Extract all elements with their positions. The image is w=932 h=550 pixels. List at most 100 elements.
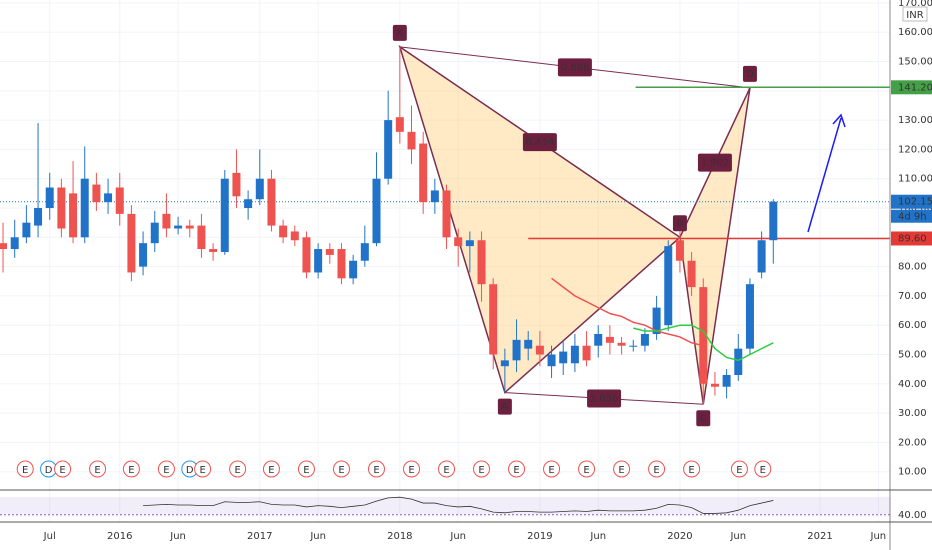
candle-body (605, 336, 614, 343)
candle-body (372, 178, 381, 244)
x-tick-label: Jun (449, 531, 466, 542)
candle-body (314, 249, 323, 273)
candle-body (524, 339, 533, 349)
currency: INR (906, 10, 923, 21)
candle-body (652, 307, 661, 334)
candle-body (360, 243, 369, 261)
candle-body (69, 193, 78, 238)
event-label: E (688, 465, 694, 476)
event-label: E (760, 465, 766, 476)
ratio-box (587, 389, 622, 408)
candle-body (465, 240, 474, 247)
event-marker (730, 460, 748, 478)
y-tick-label: 170.00 (898, 0, 932, 9)
event-label: E (234, 465, 240, 476)
event-label: E (653, 465, 659, 476)
x-tick-label: Jun (589, 531, 606, 542)
candle-body (722, 375, 731, 387)
pattern-point-box (392, 24, 407, 41)
ratio-label: 1.056 (590, 393, 619, 404)
candle-body (559, 351, 568, 364)
pattern-point-label: D (746, 69, 754, 80)
event-marker (648, 460, 666, 478)
plot (0, 45, 890, 405)
pattern-point-label: C (700, 413, 707, 424)
candle-body (80, 178, 89, 238)
candle-body (290, 231, 299, 241)
candle-body (430, 190, 439, 203)
countdown: 4d 9h (898, 212, 927, 223)
candle-body (512, 339, 521, 361)
candle-body (582, 345, 591, 361)
candle-body (115, 187, 124, 214)
candle-body (57, 187, 66, 229)
event-label: E (548, 465, 554, 476)
pattern-point-box (696, 410, 711, 427)
event-marker (578, 460, 596, 478)
candle-body (454, 237, 463, 247)
event-label: E (338, 465, 344, 476)
event-marker (157, 460, 175, 478)
moving-average (633, 324, 774, 362)
ratio-label: 0.454 (526, 137, 555, 148)
y-tick-label: 10.00 (898, 467, 927, 478)
event-label: E (268, 465, 274, 476)
pattern-point-label: A (501, 402, 508, 413)
x-tick-label: 2019 (527, 531, 552, 542)
event-label: E (59, 465, 65, 476)
ratio-box (522, 133, 557, 152)
event-marker (403, 460, 421, 478)
x-tick-label: Jun (729, 531, 746, 542)
event-marker (262, 460, 280, 478)
event-marker (332, 460, 350, 478)
pattern-point-box (672, 215, 687, 232)
event-label: E (94, 465, 100, 476)
y-tick-label: 20.00 (898, 437, 927, 448)
last-price-label: 102.15 (898, 197, 932, 208)
x-tick-label: 2017 (247, 531, 272, 542)
x-tick-label: Jun (169, 531, 186, 542)
y-tick-label: 80.00 (898, 262, 927, 273)
candle-body (162, 213, 171, 229)
event-label: E (128, 465, 134, 476)
level-label-box (891, 231, 932, 246)
event-marker (754, 460, 772, 478)
x-tick-label: Jun (309, 531, 326, 542)
last-price-box (891, 194, 932, 209)
candle-body (302, 237, 311, 273)
candle-body (34, 208, 43, 226)
y-tick-label: 70.00 (898, 291, 927, 302)
candle-body (185, 225, 194, 229)
y-tick-label: 30.00 (898, 408, 927, 419)
x-tick-label: 2020 (667, 531, 692, 542)
x-tick-label: Jul (43, 531, 56, 542)
candle-body (127, 213, 136, 273)
candle-body (710, 383, 719, 387)
ratio-box (557, 58, 592, 77)
ratio-label: 0.886 (561, 62, 590, 73)
event-marker (194, 460, 212, 478)
candle-body (255, 178, 264, 200)
event-label: E (736, 465, 742, 476)
candle-body (349, 260, 358, 279)
candle-body (279, 225, 288, 238)
candle-body (769, 201, 778, 241)
event-label: D (45, 465, 53, 476)
candle-body (209, 249, 218, 252)
candle-body (570, 345, 579, 364)
candle-body (745, 284, 754, 349)
event-marker (438, 460, 456, 478)
candle-body (407, 131, 416, 150)
y-tick-label: 110.00 (898, 174, 932, 185)
candle-body (477, 240, 486, 285)
ratio-label: 1.902 (701, 158, 730, 169)
level-label-box (891, 80, 932, 95)
candle-body (244, 199, 253, 209)
moving-average (551, 277, 704, 347)
candle-body (757, 240, 766, 273)
candle-body (22, 222, 31, 238)
candle-body (535, 345, 544, 355)
arrow (807, 113, 846, 233)
candle-body (337, 249, 346, 279)
